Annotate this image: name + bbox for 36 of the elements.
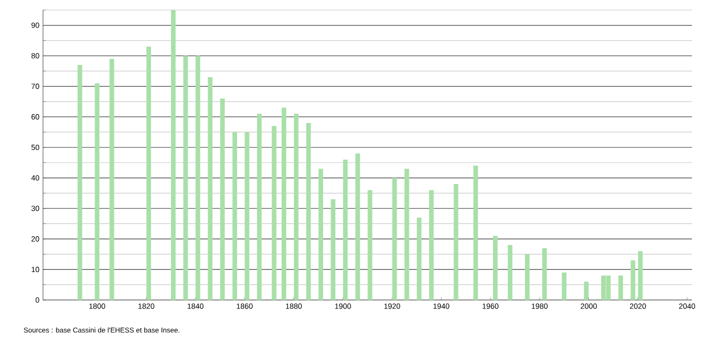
- bar: [368, 190, 372, 300]
- bar: [208, 77, 212, 300]
- bar: [473, 166, 478, 300]
- bar: [171, 10, 176, 300]
- bar: [294, 114, 299, 300]
- bar: [630, 260, 636, 300]
- bar: [618, 276, 623, 300]
- bar: [220, 98, 225, 300]
- bar: [306, 122, 311, 300]
- bar: [232, 132, 238, 300]
- bar: [638, 251, 643, 300]
- bar: [429, 190, 434, 300]
- bar: [257, 114, 262, 300]
- bar: [416, 218, 422, 300]
- bar: [282, 108, 286, 300]
- bar: [493, 236, 498, 300]
- bar: [272, 126, 276, 300]
- bar: [146, 46, 152, 300]
- bar: [524, 254, 530, 300]
- bar: [454, 184, 458, 300]
- bar: [94, 83, 100, 300]
- bar: [318, 168, 324, 300]
- bar: [183, 56, 188, 300]
- bar: [584, 282, 589, 300]
- bar: [110, 58, 114, 300]
- bar: [196, 56, 200, 300]
- bar: [355, 153, 360, 300]
- bar: [404, 168, 410, 300]
- bar: [330, 199, 336, 300]
- bar: [508, 245, 512, 300]
- bar: [392, 178, 397, 300]
- bar: [78, 64, 82, 300]
- bar: [244, 132, 250, 300]
- bar: [562, 272, 566, 300]
- bar: [542, 248, 547, 300]
- bar: [343, 160, 348, 300]
